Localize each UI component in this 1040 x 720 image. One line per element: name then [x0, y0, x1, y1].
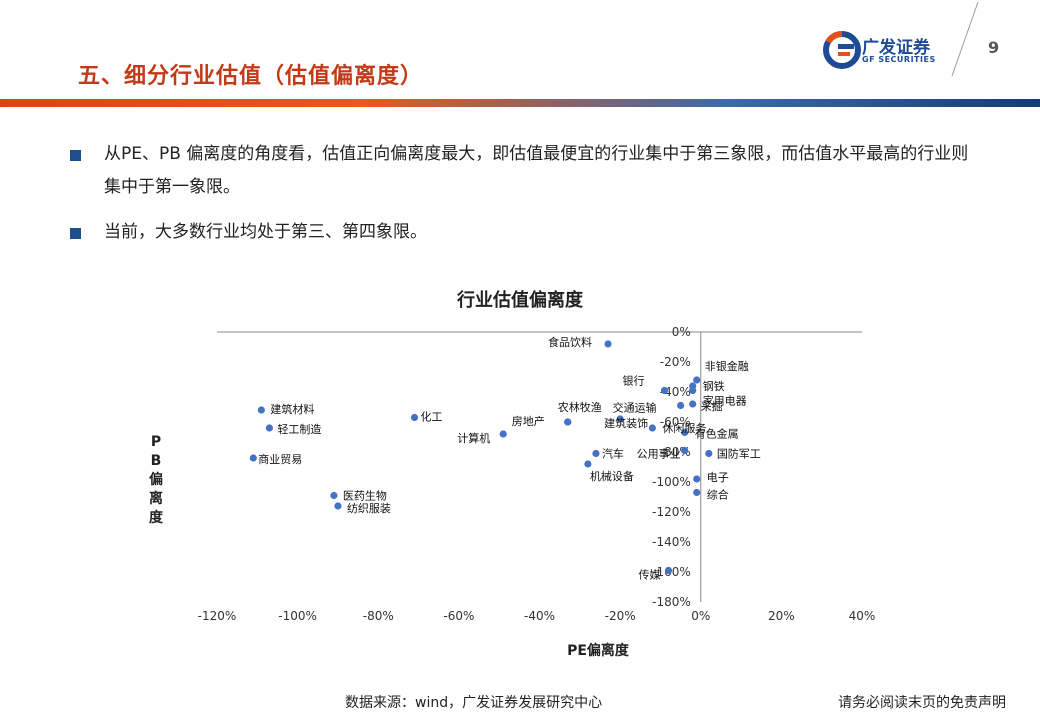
data-point [249, 454, 257, 462]
footer-source: 数据来源：wind，广发证券发展研究中心 [345, 695, 603, 711]
data-label: 非银金融 [705, 359, 749, 373]
data-label: 综合 [707, 488, 729, 502]
y-tick-label: -40% [660, 385, 691, 399]
data-label: 国防军工 [717, 447, 761, 461]
data-label: 商业贸易 [258, 452, 302, 466]
data-label: 家用电器 [703, 394, 747, 408]
data-point [265, 424, 274, 432]
data-point [410, 413, 419, 422]
data-label: 机械设备 [590, 469, 634, 483]
data-label: 交通运输 [613, 401, 657, 415]
bullet-item: 当前，大多数行业均处于第三、第四象限。 [70, 216, 970, 249]
data-label: 纺织服装 [347, 501, 391, 515]
data-point [648, 424, 656, 432]
divider-slash [951, 1, 979, 77]
data-label: 电子 [707, 471, 729, 484]
data-label: 房地产 [512, 414, 545, 428]
data-point [604, 340, 612, 348]
data-label: 钢铁 [703, 380, 725, 393]
data-label: 食品饮料 [548, 335, 592, 349]
header-rule [0, 99, 1040, 107]
gf-logo-icon [823, 30, 861, 69]
data-point [592, 449, 600, 458]
logo-subtext: GF SECURITIES [862, 55, 936, 64]
data-point [681, 428, 689, 437]
x-tick-label: -80% [363, 609, 394, 623]
data-label: 建筑装饰 [604, 416, 648, 430]
x-tick-label: -40% [524, 609, 555, 623]
logo-text: 广发证券 [862, 38, 930, 58]
y-tick-label: -140% [652, 535, 691, 549]
data-label: 传媒 [639, 569, 661, 582]
x-axis-label: PE偏离度 [567, 642, 630, 659]
page-number: 9 [988, 38, 1000, 57]
data-point [257, 406, 265, 414]
y-tick-label: -100% [652, 475, 691, 489]
bullet-item: 从PE、PB 偏离度的角度看，估值正向偏离度最大，即估值最便宜的行业集中于第三象… [70, 138, 970, 204]
data-points [249, 340, 713, 575]
data-point [499, 430, 507, 438]
data-point [681, 446, 689, 455]
y-tick-label: -120% [652, 505, 691, 519]
data-point [664, 566, 673, 575]
data-label: 银行 [622, 374, 644, 388]
x-tick-label: 40% [849, 609, 876, 623]
data-label: 轻工制造 [277, 422, 321, 436]
y-tick-label: 0% [672, 325, 691, 339]
x-tick-label: -20% [605, 609, 636, 623]
bullet-list: 从PE、PB 偏离度的角度看，估值正向偏离度最大，即估值最便宜的行业集中于第三象… [70, 138, 970, 261]
data-label: 化工 [421, 410, 443, 424]
data-point [564, 418, 572, 426]
bullet-text: 当前，大多数行业均处于第三、第四象限。 [104, 222, 427, 242]
data-point [693, 376, 701, 384]
y-tick-labels: 0%-20%-40%-60%-80%-100%-120%-140%-160%-1… [652, 325, 691, 609]
x-tick-label: 20% [768, 609, 795, 623]
x-tick-label: -100% [278, 609, 317, 623]
data-label: 医药生物 [343, 489, 387, 503]
y-axis-label: P B 偏离度 [149, 434, 164, 526]
data-point [693, 475, 701, 483]
x-tick-labels: -120% -100% -80% -60% -40% -20% 0% 20% 40% [198, 609, 876, 623]
y-tick-label: -180% [652, 595, 691, 609]
data-point [689, 386, 697, 395]
data-label: 计算机 [457, 431, 490, 445]
footer-disclaimer: 请务必阅读末页的免责声明 [838, 695, 1006, 711]
data-label: 汽车 [602, 447, 624, 461]
data-point [330, 491, 338, 500]
data-label: 采掘 [701, 399, 723, 413]
data-point [616, 415, 624, 423]
bullet-text: 从PE、PB 偏离度的角度看，估值正向偏离度最大，即估值最便宜的行业集中于第三象… [104, 144, 969, 197]
data-label: 建筑材料 [270, 402, 314, 416]
data-label: 公用事业 [637, 448, 681, 461]
x-tick-label: -60% [443, 609, 474, 623]
data-point [676, 401, 685, 410]
data-label: 有色金属 [695, 427, 739, 441]
data-point [584, 460, 592, 468]
data-label: 农林牧渔 [558, 400, 602, 414]
data-point [660, 386, 669, 395]
data-point [705, 449, 713, 458]
data-point [689, 400, 697, 408]
y-tick-label: -60% [660, 415, 691, 429]
y-tick-label: -20% [660, 355, 691, 369]
data-point [334, 502, 342, 510]
chart-axes [217, 331, 862, 602]
bullet-square-icon [70, 228, 81, 239]
chart-title: 行业估值偏离度 [456, 289, 584, 311]
x-tick-label: -120% [198, 609, 237, 623]
data-label: 休闲服务 [662, 421, 706, 435]
data-point [693, 488, 701, 497]
x-tick-label: 0% [691, 609, 710, 623]
bullet-square-icon [70, 150, 81, 161]
page-title: 五、细分行业估值（估值偏离度） [78, 64, 424, 89]
